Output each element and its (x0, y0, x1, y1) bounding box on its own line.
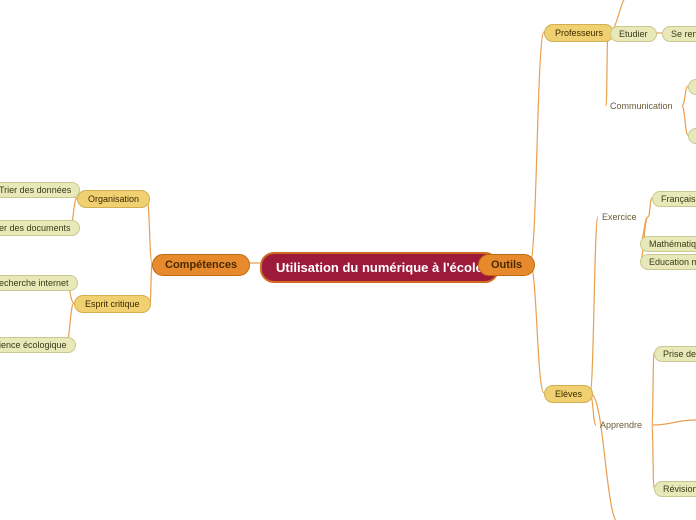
mindmap-node: ience écologique (0, 337, 76, 353)
mindmap-node: er des documents (0, 220, 80, 236)
node-label: Etudier (619, 29, 648, 39)
mindmap-node: Se renseig (662, 26, 696, 42)
node-label: Prise de no (663, 349, 696, 359)
node-label: Elèves (555, 389, 582, 399)
node-label: er des documents (0, 223, 71, 233)
mindmap-node: Education mu (640, 254, 696, 270)
node-label: Trier des données (0, 185, 71, 195)
node-label: Outils (491, 259, 522, 271)
node-label: Mathématiques (649, 239, 696, 249)
mindmap-node: Exercice (598, 210, 641, 224)
node-label: Education mu (649, 257, 696, 267)
mindmap-node: A (688, 79, 696, 95)
mindmap-node: Elèves (544, 385, 593, 403)
mindmap-node: Etudier (610, 26, 657, 42)
node-label: Utilisation du numérique à l'école (276, 260, 483, 275)
node-label: Exercice (602, 212, 637, 222)
node-label: echerche internet (0, 278, 69, 288)
node-label: Français (661, 194, 696, 204)
mindmap-node: Prise de no (654, 346, 696, 362)
mindmap-node: Esprit critique (74, 295, 151, 313)
mindmap-node: Mathématiques (640, 236, 696, 252)
mindmap-node: Compétences (152, 254, 250, 276)
node-label: Organisation (88, 194, 139, 204)
node-label: Apprendre (600, 420, 642, 430)
node-label: Compétences (165, 259, 237, 271)
mindmap-node: Utilisation du numérique à l'école (260, 252, 499, 283)
mindmap-node: Organisation (77, 190, 150, 208)
mindmap-node: Révision (654, 481, 696, 497)
mindmap-node: Professeurs (544, 24, 614, 42)
mindmap-node: Outils (478, 254, 535, 276)
node-label: Révision (663, 484, 696, 494)
mindmap-node: Français (652, 191, 696, 207)
mindmap-node: Communication (606, 99, 677, 113)
mindmap-node: Apprendre (596, 418, 646, 432)
node-label: ience écologique (0, 340, 67, 350)
mindmap-node: echerche internet (0, 275, 78, 291)
node-label: Communication (610, 101, 673, 111)
mindmap-node: Trier des données (0, 182, 80, 198)
node-label: Professeurs (555, 28, 603, 38)
node-label: Se renseig (671, 29, 696, 39)
node-label: Esprit critique (85, 299, 140, 309)
mindmap-node: A (688, 128, 696, 144)
